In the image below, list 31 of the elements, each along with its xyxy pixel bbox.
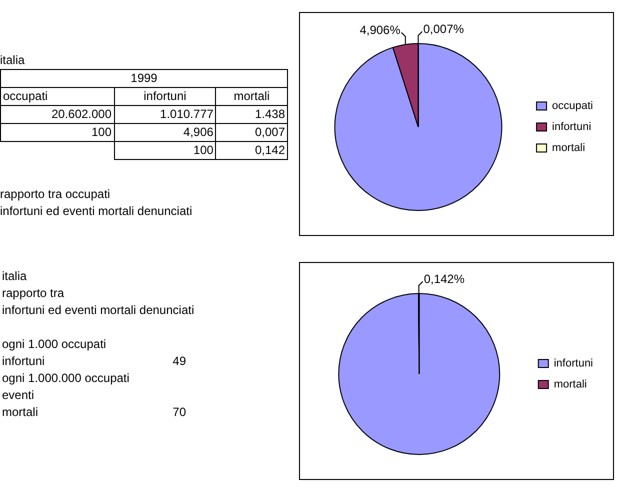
text: infortuni ed eventi mortali denunciati [2,303,194,317]
text: eventi [2,388,34,402]
legend-label: occupati [552,100,594,112]
text: mortali 70 [2,405,186,419]
text: rapporto tra occupati [0,187,110,201]
data-label: 4,906% [360,22,401,37]
text: rapporto tra [2,286,64,300]
text: 20.602.000 [51,107,112,121]
text: ogni 1.000.000 occupati [2,371,130,385]
text: infortuni 49 [2,354,186,368]
text: infortuni ed eventi mortali denunciati [0,204,192,218]
legend-label: mortali [554,378,587,391]
text: 0,007 [254,125,285,139]
text: 1.010.777 [160,107,214,121]
text: 1999 [0,70,288,88]
text: 0,142 [254,143,285,157]
data-label: 0,007% [423,22,464,36]
category-label: mortali [216,88,288,106]
text: ogni 1.000 occupati [2,337,106,351]
text: 4,906 [183,125,214,139]
category-label: infortuni [114,88,216,106]
text: italia [0,52,26,69]
category-label: occupati [0,88,114,106]
data-label: 0,142% [424,272,465,286]
legend-label: infortuni [554,358,594,370]
text: italia [2,268,28,285]
text: 1.438 [254,107,285,121]
legend-label: mortali [552,142,586,154]
text: 100 [92,125,112,139]
legend-label: infortuni [552,121,592,134]
text: 100 [193,143,214,157]
